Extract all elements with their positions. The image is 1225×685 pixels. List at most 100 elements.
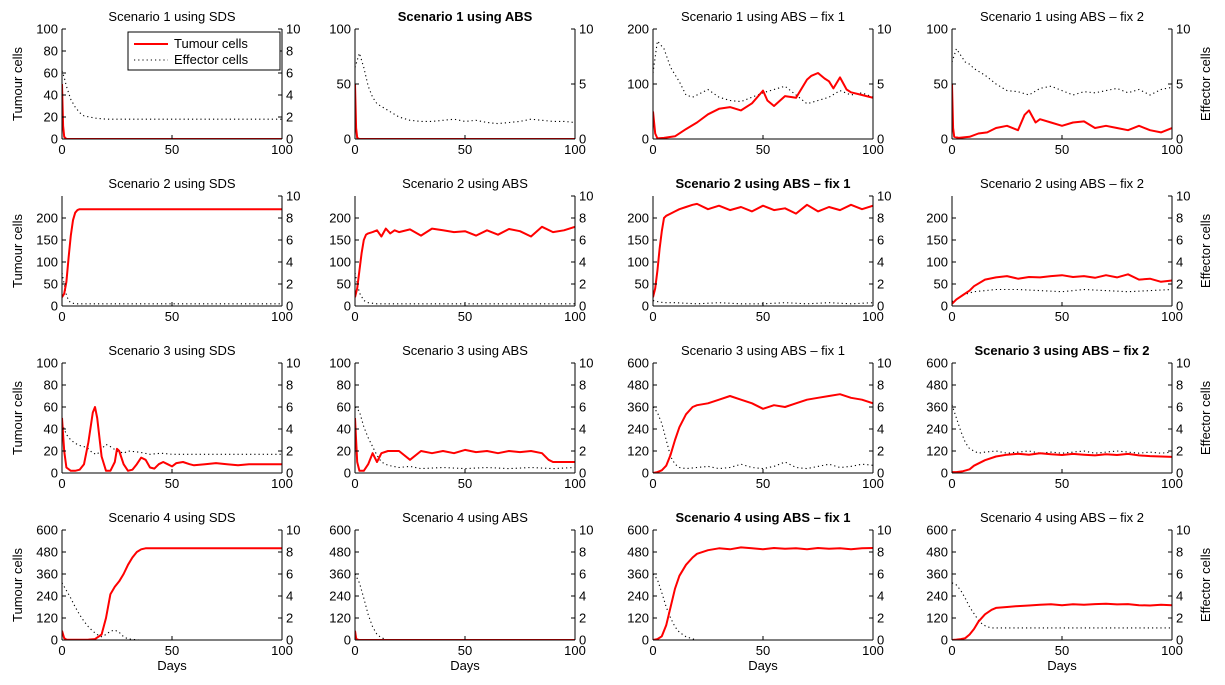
y-tick-label: 0 <box>642 299 649 314</box>
y2-tick-label: 10 <box>877 22 891 37</box>
subplot-title: Scenario 1 using ABS – fix 1 <box>681 9 845 24</box>
x-axis-label: Days <box>1047 658 1077 673</box>
y-tick-label: 0 <box>344 132 351 147</box>
y2-tick-label: 5 <box>579 77 586 92</box>
y2-tick-label: 4 <box>1176 255 1183 270</box>
subplot-8: Scenario 2 using ABS – fix 2050100150200… <box>926 176 1213 324</box>
y2-tick-label: 10 <box>877 189 891 204</box>
y-tick-label: 40 <box>44 88 58 103</box>
y-tick-label: 100 <box>926 22 948 37</box>
subplot-title: Scenario 2 using ABS <box>402 176 528 191</box>
effector-cells-line <box>355 573 575 640</box>
y-tick-label: 0 <box>941 466 948 481</box>
y-tick-label: 50 <box>44 277 58 292</box>
y-tick-label: 60 <box>44 66 58 81</box>
x-tick-label: 100 <box>271 643 293 658</box>
y-tick-label: 480 <box>627 545 649 560</box>
subplot-title: Scenario 3 using SDS <box>108 343 236 358</box>
x-tick-label: 50 <box>1055 643 1069 658</box>
x-tick-label: 0 <box>58 309 65 324</box>
y-tick-label: 360 <box>627 567 649 582</box>
y-tick-label: 50 <box>337 277 351 292</box>
y-tick-label: 60 <box>44 400 58 415</box>
y2-tick-label: 10 <box>1176 189 1190 204</box>
x-tick-label: 100 <box>1161 643 1183 658</box>
y2-tick-label: 2 <box>877 444 884 459</box>
effector-cells-line <box>62 582 282 640</box>
y2-tick-label: 5 <box>877 77 884 92</box>
y2-tick-label: 6 <box>877 400 884 415</box>
x-tick-label: 50 <box>1055 142 1069 157</box>
x-tick-label: 100 <box>862 142 884 157</box>
y-tick-label: 0 <box>51 633 58 648</box>
subplot-title: Scenario 4 using ABS – fix 2 <box>980 510 1144 525</box>
legend-box <box>127 31 281 71</box>
y2-tick-label: 4 <box>286 88 293 103</box>
subplot-15: Scenario 4 using ABS – fix 1012024036048… <box>627 510 891 673</box>
y2-tick-label: 10 <box>1176 523 1190 538</box>
effector-cells-line <box>952 582 1172 629</box>
x-tick-label: 0 <box>649 476 656 491</box>
tumour-cells-line <box>62 547 282 640</box>
tumour-cells-line <box>62 208 282 298</box>
x-tick-label: 50 <box>756 643 770 658</box>
y2-tick-label: 0 <box>286 633 293 648</box>
y-tick-label: 0 <box>51 132 58 147</box>
subplot-11: Scenario 3 using ABS – fix 1012024036048… <box>627 343 891 491</box>
x-tick-label: 0 <box>351 142 358 157</box>
subplot-title: Scenario 3 using ABS – fix 2 <box>974 343 1149 358</box>
tumour-cells-line <box>952 83 1172 139</box>
y-tick-label: 40 <box>337 422 351 437</box>
y2-tick-label: 10 <box>1176 356 1190 371</box>
y-tick-label: 100 <box>926 255 948 270</box>
y2-tick-label: 0 <box>579 633 586 648</box>
x-tick-label: 0 <box>948 476 955 491</box>
subplot-14: Scenario 4 using ABS 0 120 240 360 480 600 0 2 4 6… <box>329 510 593 673</box>
y-tick-label: 360 <box>36 567 58 582</box>
y2-tick-label: 6 <box>579 400 586 415</box>
y2-tick-label: 2 <box>579 277 586 292</box>
subplot-9: Scenario 3 using SDS02040608010002468100… <box>10 343 300 491</box>
x-tick-label: 100 <box>862 643 884 658</box>
y2-tick-label: 0 <box>579 299 586 314</box>
left-axis-label: Tumour cells <box>10 381 25 455</box>
tumour-cells-line <box>653 202 873 298</box>
y-tick-label: 80 <box>44 44 58 59</box>
y2-tick-label: 2 <box>286 277 293 292</box>
y2-tick-label: 4 <box>877 589 884 604</box>
y-tick-label: 100 <box>627 255 649 270</box>
effector-cells-line <box>952 288 1172 303</box>
x-tick-label: 0 <box>948 142 955 157</box>
y-tick-label: 50 <box>337 77 351 92</box>
y2-tick-label: 8 <box>579 545 586 560</box>
x-tick-label: 100 <box>564 142 586 157</box>
y2-tick-label: 0 <box>286 299 293 314</box>
x-tick-label: 100 <box>1161 309 1183 324</box>
x-tick-label: 100 <box>271 476 293 491</box>
x-tick-label: 0 <box>351 643 358 658</box>
subplot-title: Scenario 2 using ABS – fix 2 <box>980 176 1144 191</box>
x-tick-label: 50 <box>165 476 179 491</box>
x-tick-label: 50 <box>756 476 770 491</box>
x-tick-label: 100 <box>564 309 586 324</box>
subplot-6: Scenario 2 using ABS05010015020002468100… <box>329 176 593 324</box>
y-tick-label: 20 <box>44 444 58 459</box>
tumour-cells-line <box>653 546 873 640</box>
y-tick-label: 480 <box>926 545 948 560</box>
y2-tick-label: 10 <box>579 523 593 538</box>
y2-tick-label: 10 <box>877 356 891 371</box>
subplot-13: Scenario 4 using SDS 0 120 240 360 480 600 0 2 4 6… <box>10 510 300 673</box>
y2-tick-label: 4 <box>579 422 586 437</box>
y-tick-label: 600 <box>926 523 948 538</box>
y2-tick-label: 4 <box>579 255 586 270</box>
x-tick-label: 0 <box>649 309 656 324</box>
x-tick-label: 100 <box>1161 142 1183 157</box>
y-tick-label: 120 <box>627 444 649 459</box>
y-tick-label: 360 <box>329 567 351 582</box>
effector-cells-line <box>62 272 282 305</box>
right-axis-label: Effector cells <box>1198 547 1213 622</box>
y2-tick-label: 10 <box>579 22 593 37</box>
left-axis-label: Tumour cells <box>10 214 25 288</box>
y2-tick-label: 4 <box>579 589 586 604</box>
